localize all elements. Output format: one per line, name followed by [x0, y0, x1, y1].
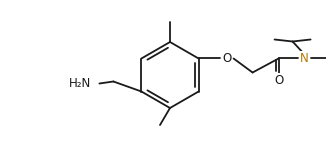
Text: H₂N: H₂N — [69, 77, 91, 90]
Text: N: N — [300, 52, 309, 65]
Text: O: O — [274, 74, 283, 87]
Text: O: O — [222, 52, 231, 65]
